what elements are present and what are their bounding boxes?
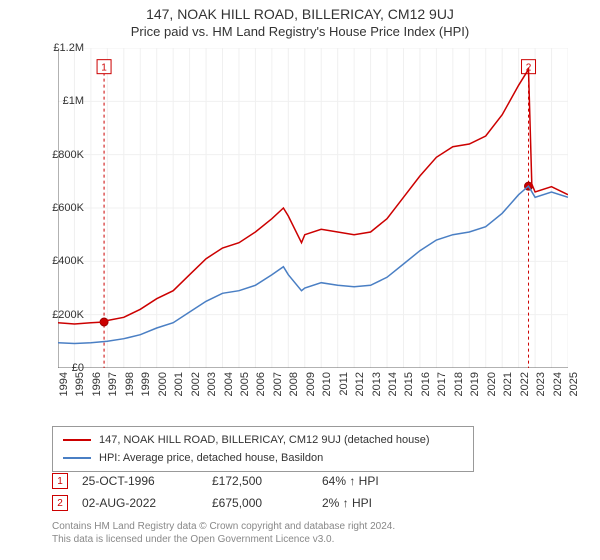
y-tick-label: £1.2M [53,42,84,54]
sale-row: 1 25-OCT-1996£172,50064% ↑ HPI [52,470,552,492]
x-tick-label: 1997 [107,372,119,396]
chart-plot: 12 [58,48,568,368]
svg-text:1: 1 [101,63,107,74]
x-tick-label: 2018 [453,372,465,396]
legend-swatch [63,439,91,441]
chart-subtitle: Price paid vs. HM Land Registry's House … [0,22,600,45]
legend-row: HPI: Average price, detached house, Basi… [63,449,463,467]
y-tick-label: £1M [63,95,84,107]
x-tick-label: 2002 [190,372,202,396]
x-tick-label: 2006 [255,372,267,396]
y-tick-label: £600K [52,202,84,214]
sale-diff: 2% ↑ HPI [322,496,422,510]
x-tick-label: 1995 [74,372,86,396]
x-tick-label: 2013 [371,372,383,396]
x-tick-label: 2014 [387,372,399,396]
x-tick-label: 2016 [420,372,432,396]
x-tick-label: 2008 [288,372,300,396]
credits-line2: This data is licensed under the Open Gov… [52,533,395,546]
legend: 147, NOAK HILL ROAD, BILLERICAY, CM12 9U… [52,426,474,472]
x-tick-label: 2000 [157,372,169,396]
x-tick-label: 2005 [239,372,251,396]
y-tick-label: £800K [52,149,84,161]
x-tick-label: 2024 [552,372,564,396]
x-tick-label: 2009 [305,372,317,396]
legend-label: 147, NOAK HILL ROAD, BILLERICAY, CM12 9U… [99,434,430,446]
x-tick-label: 2025 [568,372,580,396]
x-tick-label: 2021 [502,372,514,396]
x-tick-label: 1996 [91,372,103,396]
y-tick-label: £200K [52,309,84,321]
x-tick-label: 1994 [58,372,70,396]
x-tick-label: 1999 [140,372,152,396]
x-tick-label: 2015 [403,372,415,396]
sale-marker: 1 [52,473,68,489]
x-tick-label: 2023 [535,372,547,396]
x-tick-label: 2012 [354,372,366,396]
chart-title: 147, NOAK HILL ROAD, BILLERICAY, CM12 9U… [0,0,600,22]
sale-price: £172,500 [212,474,322,488]
legend-label: HPI: Average price, detached house, Basi… [99,452,323,464]
legend-swatch [63,457,91,459]
x-tick-label: 2020 [486,372,498,396]
credits-line1: Contains HM Land Registry data © Crown c… [52,520,395,533]
sale-date: 25-OCT-1996 [82,474,212,488]
x-tick-label: 2011 [338,372,350,396]
x-tick-label: 2004 [223,372,235,396]
sale-row: 2 02-AUG-2022£675,0002% ↑ HPI [52,492,552,514]
x-tick-label: 2017 [436,372,448,396]
legend-row: 147, NOAK HILL ROAD, BILLERICAY, CM12 9U… [63,431,463,449]
y-tick-label: £400K [52,255,84,267]
sale-diff: 64% ↑ HPI [322,474,422,488]
sales-table: 1 25-OCT-1996£172,50064% ↑ HPI 2 02-AUG-202… [52,470,552,514]
x-tick-label: 2019 [469,372,481,396]
sale-date: 02-AUG-2022 [82,496,212,510]
credits: Contains HM Land Registry data © Crown c… [52,520,395,546]
x-tick-label: 2007 [272,372,284,396]
x-tick-label: 2010 [321,372,333,396]
x-tick-label: 1998 [124,372,136,396]
x-tick-label: 2003 [206,372,218,396]
x-tick-label: 2001 [173,372,185,396]
sale-marker: 2 [52,495,68,511]
x-tick-label: 2022 [519,372,531,396]
sale-price: £675,000 [212,496,322,510]
